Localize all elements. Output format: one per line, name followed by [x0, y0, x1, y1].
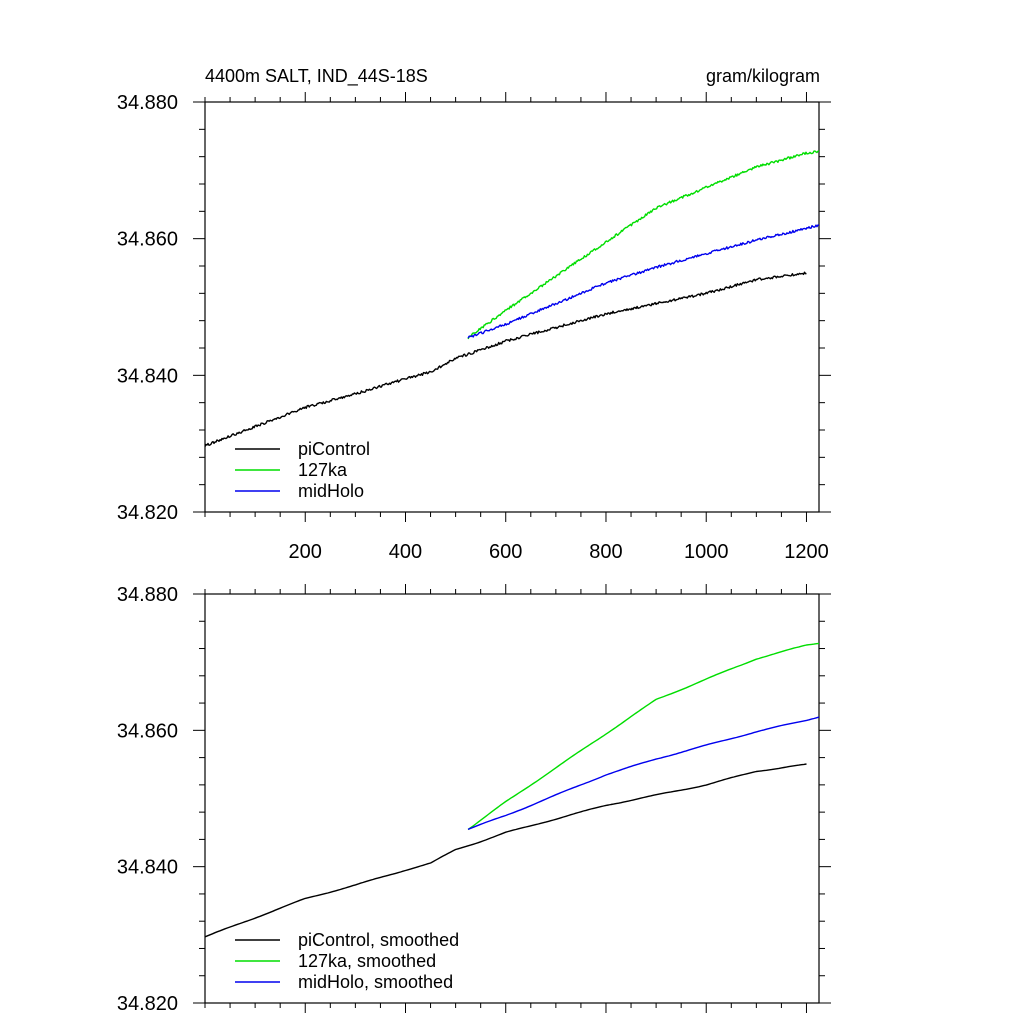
legend-label: piControl, smoothed	[298, 930, 459, 950]
units-label: gram/kilogram	[706, 66, 820, 86]
plot-frame	[204, 101, 820, 513]
chart-title: 4400m SALT, IND_44S-18S	[205, 66, 428, 87]
chart-panel-2: 34.820 34.840 34.860 34.880 piControl, smoot…	[117, 584, 831, 1015]
y-tick-label: 34.840	[117, 365, 178, 387]
y-tick-label: 34.820	[117, 993, 178, 1015]
x-tick-label: 1200	[784, 541, 829, 563]
legend-label: 127ka, smoothed	[298, 951, 436, 971]
series-line-127ka	[467, 150, 820, 340]
series-line-127ka	[467, 642, 820, 831]
x-tick-label: 800	[589, 541, 622, 563]
y-tick-label: 34.880	[117, 584, 178, 606]
legend-label: midHolo, smoothed	[298, 972, 453, 992]
x-tick-label: 1000	[684, 541, 729, 563]
series-line-midholo	[467, 224, 820, 339]
legend-label: piControl	[298, 439, 370, 459]
series-line-picontrol	[204, 763, 807, 938]
x-tick-label: 200	[289, 541, 322, 563]
x-tick-label: 400	[389, 541, 422, 563]
chart-panel-1: 34.820 34.840 34.860 34.880 200 400 600 800 1000…	[117, 66, 831, 563]
y-tick-label: 34.860	[117, 720, 178, 742]
series-line-midholo	[467, 716, 820, 830]
y-tick-label: 34.880	[117, 92, 178, 114]
legend-label: 127ka	[298, 460, 348, 480]
plot-frame	[204, 593, 820, 1004]
legend-label: midHolo	[298, 481, 364, 501]
y-tick-label: 34.840	[117, 857, 178, 879]
x-tick-label: 600	[489, 541, 522, 563]
y-tick-label: 34.860	[117, 229, 178, 251]
series-line-picontrol	[204, 271, 807, 447]
y-tick-label: 34.820	[117, 502, 178, 524]
